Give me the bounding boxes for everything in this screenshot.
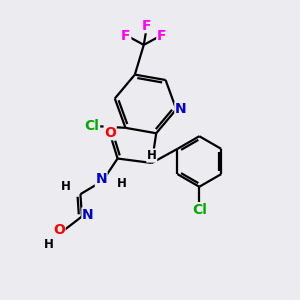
Text: H: H — [61, 180, 70, 193]
Text: H: H — [116, 177, 126, 190]
Text: N: N — [82, 208, 94, 222]
Text: O: O — [104, 126, 116, 140]
Text: H: H — [44, 238, 54, 251]
Text: F: F — [142, 19, 152, 33]
Text: Cl: Cl — [84, 119, 99, 134]
Text: F: F — [121, 29, 131, 43]
Text: Cl: Cl — [192, 202, 207, 217]
Text: F: F — [157, 29, 166, 43]
Text: H: H — [147, 149, 157, 162]
Text: N: N — [175, 102, 187, 116]
Text: N: N — [95, 172, 107, 186]
Text: O: O — [53, 223, 65, 237]
